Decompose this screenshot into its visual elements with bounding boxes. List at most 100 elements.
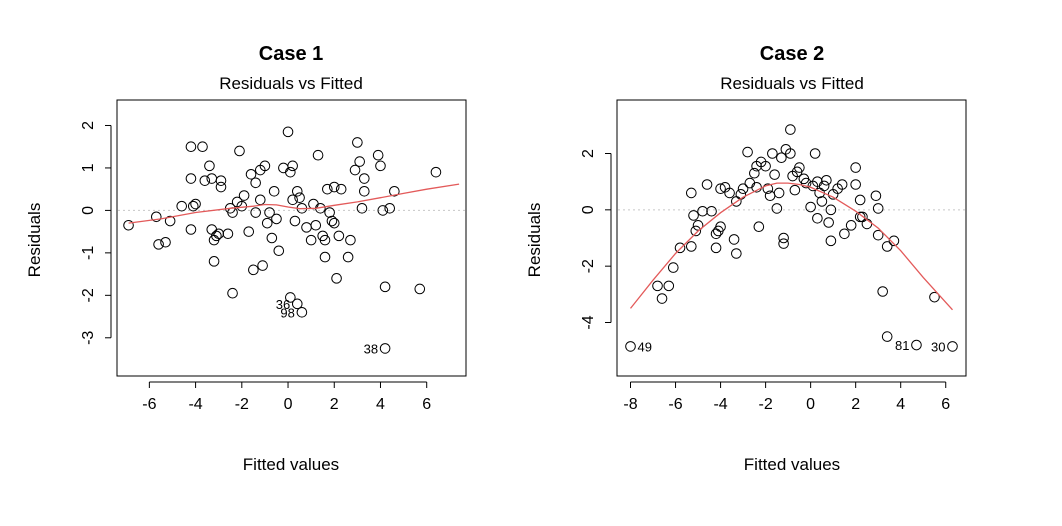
smooth-line: [128, 183, 460, 224]
data-point: [667, 262, 679, 273]
x-tick-label: 0: [806, 396, 815, 413]
data-point: [312, 149, 324, 161]
data-point: [326, 215, 338, 227]
point-label: 81: [895, 338, 909, 353]
x-tick-label: 6: [422, 396, 431, 413]
data-point: [335, 183, 347, 195]
data-point: [291, 185, 303, 197]
data-point: [839, 228, 850, 240]
x-tick-label: 2: [851, 396, 860, 413]
data-point: [800, 177, 812, 189]
data-point: [234, 145, 245, 157]
data-point: [778, 238, 789, 249]
x-axis-label: Fitted values: [243, 455, 339, 474]
data-point: [688, 210, 699, 221]
data-point: [821, 174, 832, 186]
x-tick-label: 4: [376, 396, 385, 413]
data-point: [872, 203, 884, 214]
data-point: [737, 183, 749, 195]
data-point: [749, 167, 760, 179]
plot-frame: [616, 99, 967, 377]
data-point: [785, 124, 796, 135]
data-point: [328, 217, 340, 229]
data-point: [345, 234, 356, 246]
data-point: [854, 194, 866, 206]
data-point: [243, 226, 255, 237]
y-tick-label: -1: [80, 246, 97, 260]
y-axis-label: Residuals: [25, 203, 44, 278]
data-point: [379, 281, 391, 293]
data-point: [257, 260, 268, 271]
data-point: [215, 175, 227, 186]
data-point: [308, 198, 319, 210]
data-point: [836, 179, 848, 190]
data-point: [310, 219, 322, 231]
data-point: [185, 224, 197, 235]
data-point: [414, 283, 426, 295]
point-label: 36: [276, 297, 290, 312]
data-point: [861, 218, 873, 230]
data-point: [197, 141, 208, 153]
data-point: [845, 220, 857, 231]
outlier-labels: 49 81 30: [638, 338, 946, 354]
x-tick-label: 2: [330, 396, 339, 413]
data-point: [333, 230, 345, 242]
chart-subtitle: Residuals vs Fitted: [219, 74, 363, 93]
data-point: [776, 152, 787, 164]
data-point: [715, 221, 726, 233]
data-point: [185, 173, 197, 184]
data-point: [331, 273, 342, 284]
y-tick-label: 2: [80, 121, 97, 130]
data-point: [285, 292, 296, 303]
smooth-line: [629, 182, 953, 311]
data-point: [250, 177, 261, 189]
data-point: [823, 217, 834, 228]
y-tick-label: 0: [580, 205, 597, 214]
data-point: [349, 164, 361, 176]
data-point: [359, 185, 370, 197]
data-point: [778, 232, 789, 244]
data-point: [359, 173, 370, 184]
data-point: [273, 245, 285, 257]
data-point: [854, 211, 866, 223]
data-point: [825, 204, 837, 216]
point-label: 98: [280, 305, 294, 320]
x-axis: -6 -4 -2 0 2 4 6: [142, 381, 431, 413]
y-tick-label: 0: [80, 206, 97, 215]
data-point: [697, 205, 708, 217]
panel-case-2: Case 2 Residuals vs Fitted Fitted values…: [525, 43, 967, 474]
data-point: [287, 194, 298, 206]
x-tick-label: 0: [284, 396, 293, 413]
data-point: [285, 166, 296, 178]
data-point: [271, 213, 282, 225]
scatter-points: [123, 126, 442, 354]
point-label: 30: [931, 339, 945, 354]
data-point: [278, 162, 289, 174]
data-point: [710, 228, 722, 240]
data-point: [652, 280, 663, 292]
data-point: [947, 341, 958, 352]
data-point: [206, 173, 218, 184]
data-point: [153, 239, 164, 250]
data-point: [762, 183, 774, 195]
data-point: [760, 160, 771, 172]
data-point: [245, 169, 257, 180]
panel-case-1: Case 1 Residuals vs Fitted Fitted values…: [25, 43, 467, 474]
data-point: [259, 160, 271, 172]
data-point: [724, 187, 735, 199]
data-point: [728, 234, 740, 245]
data-point: [809, 148, 821, 159]
data-point: [877, 286, 888, 297]
data-point: [881, 241, 893, 252]
data-point: [164, 215, 176, 227]
data-point: [794, 162, 805, 173]
data-point: [881, 331, 893, 342]
data-point: [686, 187, 697, 199]
data-point: [352, 137, 363, 148]
plot-frame: [116, 99, 467, 377]
chart-title: Case 2: [760, 43, 825, 65]
data-point: [731, 248, 742, 259]
data-point: [204, 160, 215, 172]
